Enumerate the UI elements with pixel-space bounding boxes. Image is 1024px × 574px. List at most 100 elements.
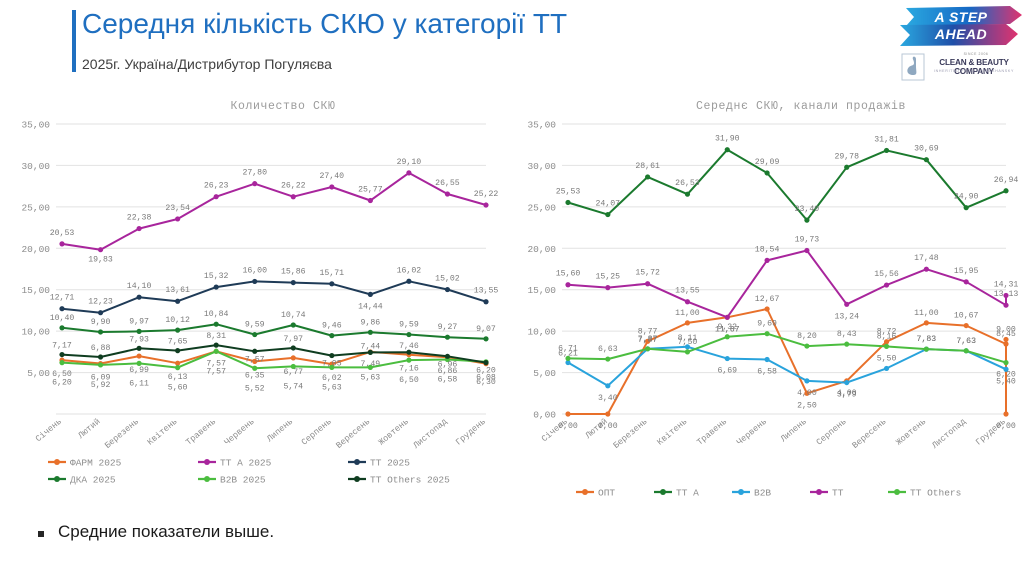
series-point [565,411,571,417]
series-point [605,285,611,291]
series-point [367,349,373,355]
series-data-label: 15,95 [954,267,979,276]
series-point [645,338,651,344]
series-data-label: 5,52 [245,384,265,393]
series-line-0 [567,308,1007,415]
series-data-label: 16,00 [242,266,267,275]
series-point [764,170,770,176]
series-data-label: 7,57 [206,359,226,368]
series-data-label: 6,20 [476,367,496,376]
series-data-label: 6,13 [168,373,188,382]
series-point [136,353,142,359]
series-data-label: 13,55 [474,287,499,296]
series-data-label: 9,86 [361,318,381,327]
series-data-label: 8,45 [996,330,1016,339]
series-data-label: 23,54 [165,204,190,213]
series-data-label: 6,30 [476,378,496,387]
series-point [444,353,451,359]
series-point [59,351,65,358]
series-point [290,194,296,200]
y-axis-tick-label: 10,00 [21,327,50,338]
series-data-label: 14,31 [994,280,1019,289]
series-data-label: 9,97 [129,317,149,326]
logo-banner-icon [900,6,1022,46]
bullet-marker-icon [38,531,44,537]
series-data-label: 6,58 [438,375,458,384]
title-accent-bar [72,10,76,72]
series-point [565,355,571,362]
series-point [724,314,730,320]
legend-marker-0 [54,459,60,465]
series-point [290,279,296,286]
series-data-label: 6,58 [757,367,777,376]
series-data-label: 25,77 [358,185,383,194]
y-axis-tick-label: 5,00 [27,368,50,379]
x-axis-tick-label: Січень [34,417,64,445]
series-data-label: 7,05 [322,360,342,369]
series-point [565,199,571,206]
series-data-label: 13,61 [165,286,190,295]
series-line-0 [61,350,487,366]
series-point [329,333,335,339]
series-data-label: 6,20 [52,379,72,388]
x-axis-tick-label: Жовтень [894,417,928,448]
series-point [252,348,258,354]
series-data-label: 6,69 [717,367,737,376]
series-point [97,310,104,316]
company-logo: A STEP AHEAD SINCE 2006 CLEAN & BEAUTY C… [898,4,1024,84]
series-point [136,294,142,300]
series-data-label: 15,32 [204,272,229,281]
logo-line1: A STEP [934,9,988,25]
series-data-label: 6,71 [558,344,578,353]
x-axis-tick-label: Липень [264,417,295,445]
series-data-label: 10,74 [281,311,306,320]
series-point [605,411,611,417]
series-point [804,378,810,384]
series-data-label: 12,23 [88,298,113,307]
series-point [213,284,219,290]
series-point [1003,336,1009,343]
series-point [367,197,373,204]
series-point [1003,188,1009,194]
x-axis-tick-label: Березень [103,417,141,451]
series-data-label: 4,00 [837,389,857,398]
series-point [97,329,104,335]
series-point [329,352,335,359]
series-data-label: 9,59 [245,321,265,330]
series-point [963,322,969,329]
series-data-label: 26,22 [281,182,306,191]
series-point [290,345,296,351]
series-point [290,363,296,370]
series-data-label: 5,63 [361,373,381,382]
series-point [483,336,489,342]
series-point [136,328,142,334]
series-point [1003,341,1009,347]
series-point [724,147,730,153]
page-title: Середня кількість СКЮ у категорії ТТ [82,8,568,39]
series-data-label: 10,84 [204,310,229,319]
series-point [252,278,258,285]
series-line-3 [567,249,1007,319]
legend-marker-0 [582,489,588,495]
y-axis-tick-label: 0,00 [533,410,556,421]
series-data-label: 6,77 [283,368,303,377]
series-point [645,281,651,287]
y-axis-tick-label: 25,00 [527,202,556,213]
series-data-label: 6,63 [598,345,618,354]
legend-label-0: ОПТ [598,488,615,499]
series-data-label: 23,40 [795,205,820,214]
series-line-1 [61,323,487,340]
series-data-label: 7,83 [917,335,937,344]
swan-icon [901,53,925,81]
series-point [883,343,890,349]
legend-label-5: ТТ Others 2025 [370,475,450,486]
y-axis-tick-label: 30,00 [21,161,50,172]
series-data-label: 9,69 [757,320,777,329]
series-line-1 [567,148,1007,222]
series-data-label: 15,86 [281,268,306,277]
series-point [883,147,890,154]
y-axis-tick-label: 20,00 [21,244,50,255]
series-data-label: 7,97 [283,335,303,344]
series-data-label: 22,38 [127,214,152,223]
series-point [923,346,929,352]
